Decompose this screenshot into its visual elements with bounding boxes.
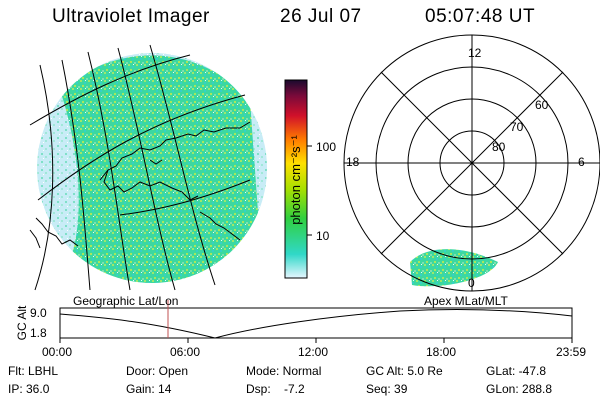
info-mode: Mode: Normal — [246, 364, 322, 378]
info-glon: GLon: 288.8 — [486, 382, 553, 396]
coastlines — [29, 121, 251, 249]
colorbar-tick-10: 10 — [316, 229, 330, 243]
altitude-plot — [59, 300, 573, 343]
colorbar-unit-label: photon cm⁻²s⁻¹ — [288, 135, 303, 225]
mlt-label-18: 18 — [346, 155, 360, 169]
geo-label: Geographic Lat/Lon — [73, 294, 179, 308]
lat-label-60: 60 — [535, 98, 549, 112]
info-seq: Seq: 39 — [366, 382, 408, 396]
alt-xtick-1200: 12:00 — [298, 345, 329, 359]
polar-plot — [343, 34, 600, 292]
colorbar-tick-100: 100 — [316, 140, 337, 154]
alt-ytick-1-8: 1.8 — [30, 326, 47, 340]
earth-image — [37, 53, 267, 283]
alt-xtick-1800: 18:00 — [426, 345, 457, 359]
alt-ytick-9: 9.0 — [30, 306, 47, 320]
time-label: 05:07:48 UT — [425, 6, 536, 27]
apex-label: Apex MLat/MLT — [424, 294, 508, 308]
alt-xtick-2359: 23:59 — [556, 345, 587, 359]
info-gc-alt: GC Alt: 5.0 Re — [366, 364, 443, 378]
alt-xtick-0000: 00:00 — [42, 345, 73, 359]
geo-grid — [29, 44, 251, 291]
date-label: 26 Jul 07 — [280, 6, 362, 27]
colorbar — [284, 79, 312, 279]
mlt-label-12: 12 — [468, 46, 482, 60]
app-title: Ultraviolet Imager — [52, 6, 210, 27]
mlt-label-6: 6 — [578, 155, 585, 169]
alt-xtick-0600: 06:00 — [170, 345, 201, 359]
info-filter: Flt: LBHL — [8, 364, 59, 378]
mlt-label-0: 0 — [468, 276, 475, 290]
lat-label-70: 70 — [510, 120, 524, 134]
lat-label-80: 80 — [492, 140, 506, 154]
info-dsp: Dsp: -7.2 — [246, 382, 305, 396]
alt-ylabel: GC Alt — [15, 305, 29, 341]
info-gain: Gain: 14 — [126, 382, 172, 396]
info-ip: IP: 36.0 — [8, 382, 50, 396]
info-door: Door: Open — [126, 364, 189, 378]
info-glat: GLat: -47.8 — [486, 364, 547, 378]
